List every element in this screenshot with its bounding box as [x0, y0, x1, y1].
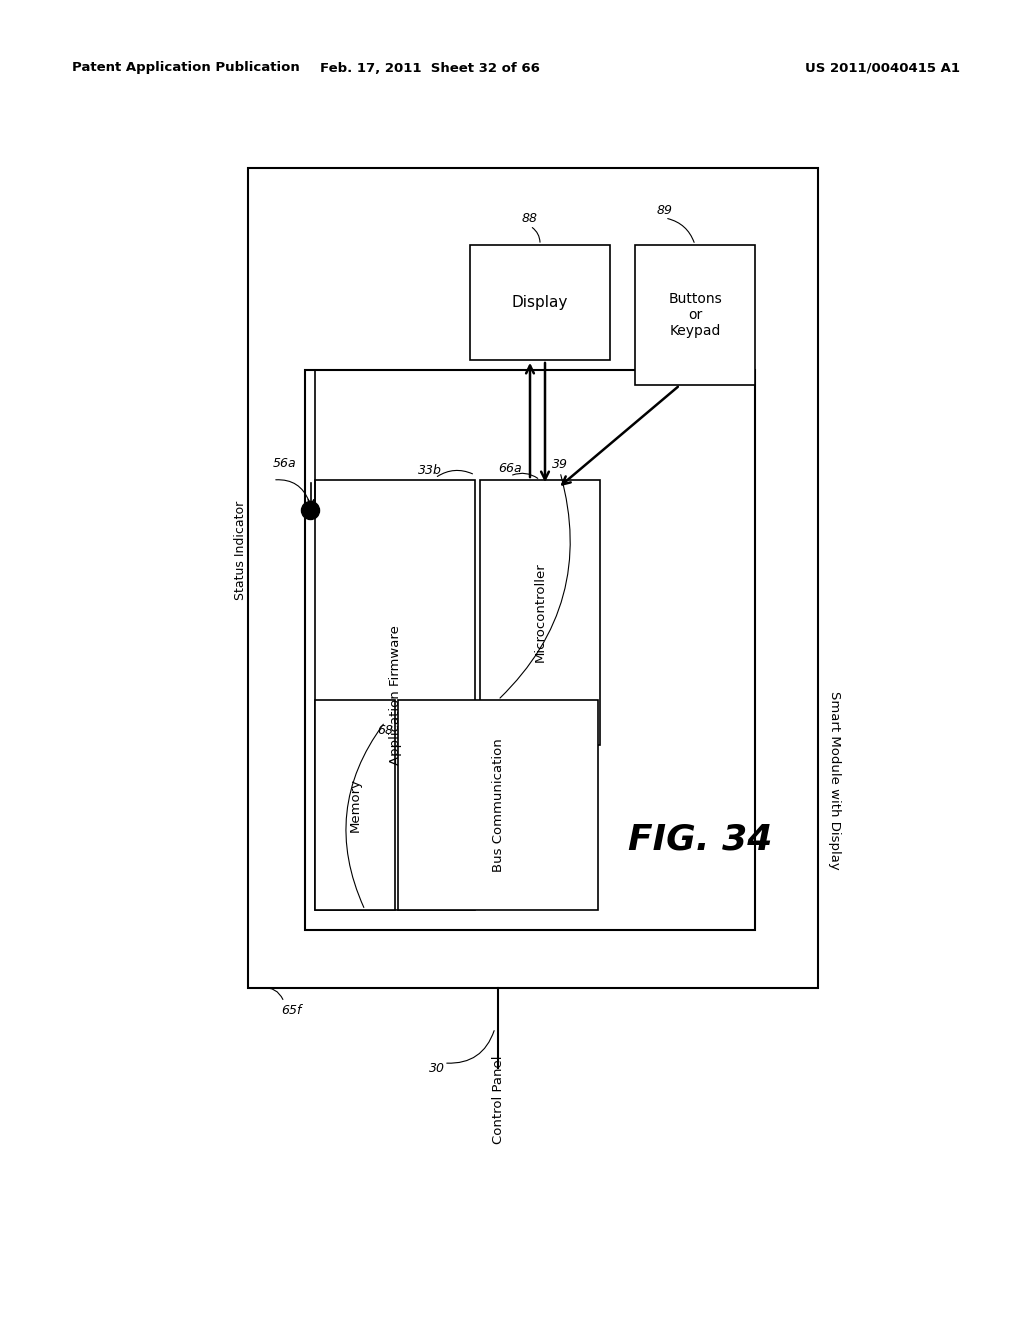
Bar	[315, 700, 395, 909]
Text: 56a: 56a	[273, 457, 297, 470]
Text: Memory: Memory	[348, 777, 361, 832]
Text: Bus Communication: Bus Communication	[492, 738, 505, 873]
Bar	[480, 480, 600, 744]
Text: 30: 30	[429, 1061, 445, 1074]
Text: Display: Display	[512, 294, 568, 310]
Text: Status Indicator: Status Indicator	[233, 500, 247, 599]
Text: US 2011/0040415 A1: US 2011/0040415 A1	[805, 62, 961, 74]
Bar	[315, 480, 475, 909]
Text: 66a: 66a	[499, 462, 522, 474]
Text: Application Firmware: Application Firmware	[388, 626, 401, 764]
Text: Smart Module with Display: Smart Module with Display	[828, 690, 842, 870]
Text: Patent Application Publication: Patent Application Publication	[72, 62, 300, 74]
Bar	[635, 246, 755, 385]
Text: Control Panel: Control Panel	[492, 1056, 505, 1144]
Text: 88: 88	[522, 211, 538, 224]
Text: Microcontroller: Microcontroller	[534, 562, 547, 663]
Bar	[398, 700, 598, 909]
Bar	[248, 168, 818, 987]
Bar	[470, 246, 610, 360]
Text: 33b: 33b	[418, 463, 442, 477]
Text: Feb. 17, 2011  Sheet 32 of 66: Feb. 17, 2011 Sheet 32 of 66	[321, 62, 540, 74]
Text: Buttons
or
Keypad: Buttons or Keypad	[668, 292, 722, 338]
Text: 68: 68	[377, 723, 393, 737]
Text: FIG. 34: FIG. 34	[628, 822, 772, 857]
Bar	[305, 370, 755, 931]
Text: 39: 39	[552, 458, 568, 470]
Text: 89: 89	[657, 203, 673, 216]
Text: 65f: 65f	[281, 1003, 301, 1016]
